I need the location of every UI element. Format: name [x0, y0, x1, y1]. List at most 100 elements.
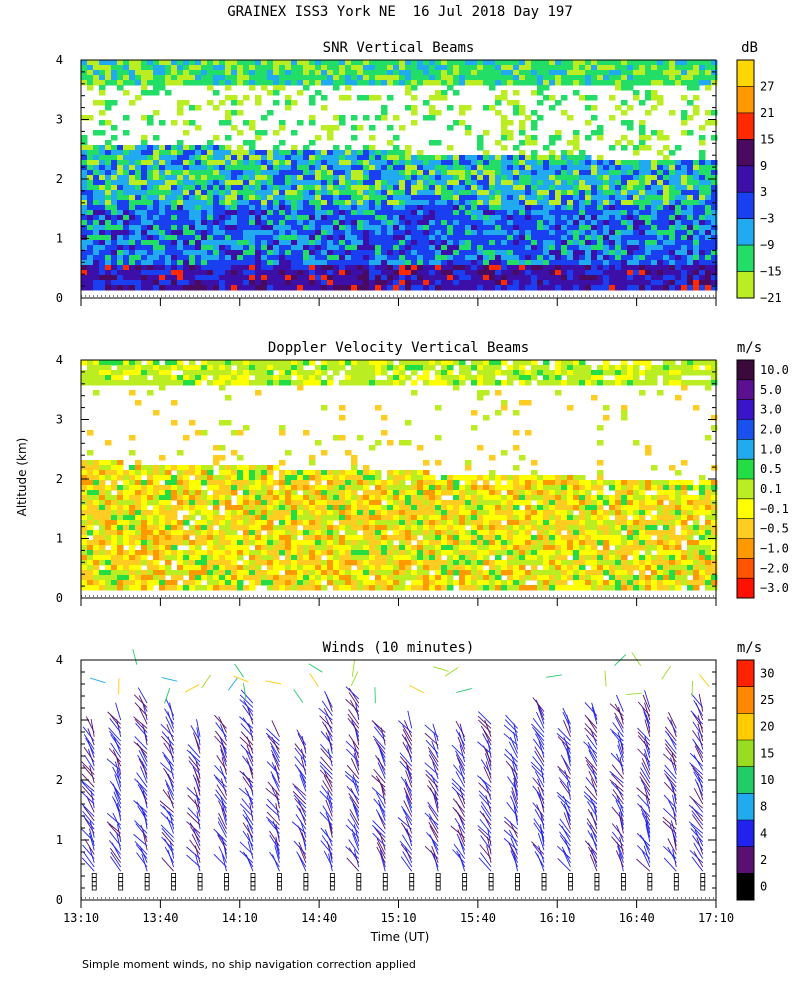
wind-barb [293, 689, 304, 703]
wind-barb [482, 733, 492, 750]
wind-barb [240, 731, 254, 746]
wind-barb [83, 852, 95, 868]
wind-barb [171, 877, 177, 882]
wind-barb [327, 790, 333, 809]
wind-barb [588, 749, 598, 767]
wind-barb [692, 730, 704, 746]
wind-barb [614, 712, 624, 729]
wind-barb [189, 822, 201, 838]
wind-barb [433, 731, 439, 750]
wind-barb [240, 689, 254, 704]
wind-barb [455, 750, 466, 767]
wind-barb [563, 736, 571, 754]
colorbar-tick-label: 0.5 [760, 462, 782, 476]
wind-barb [246, 744, 254, 763]
wind-barb [556, 733, 571, 746]
wind-barb [298, 845, 307, 863]
wind-barb [224, 877, 229, 882]
wind-barb [488, 877, 494, 882]
wind-barb [221, 853, 227, 872]
y-tick-label: 4 [56, 653, 63, 667]
wind-barb [672, 794, 677, 813]
wind-barb [530, 761, 545, 775]
wind-barb [409, 685, 424, 694]
wind-barb [479, 844, 492, 859]
colorbar-swatch [737, 820, 754, 847]
wind-barb [504, 816, 518, 830]
wind-barb [197, 881, 203, 887]
wind-barb [692, 713, 704, 729]
wind-barb [88, 845, 95, 863]
wind-barb [584, 785, 598, 801]
wind-barb [617, 744, 624, 763]
wind-barb [86, 795, 95, 813]
wind-barb [293, 794, 307, 809]
wind-barb [194, 799, 201, 817]
wind-barb [510, 850, 518, 868]
wind-barb [541, 885, 547, 891]
wind-barb [114, 774, 122, 792]
wind-barb [666, 776, 677, 792]
wind-barb [451, 744, 465, 759]
wind-barb [688, 821, 704, 834]
wind-barb [81, 803, 95, 817]
wind-barb [201, 674, 212, 689]
wind-barb [327, 819, 333, 838]
wind-barb [584, 723, 598, 738]
wind-barb [562, 711, 571, 729]
wind-barb [644, 736, 651, 754]
wind-barb [506, 802, 518, 817]
wind-barb [321, 835, 333, 851]
wind-barb [405, 791, 413, 809]
wind-barb [508, 741, 518, 759]
wind-barb [118, 885, 124, 891]
wind-barb [637, 803, 651, 817]
wind-barb [326, 795, 333, 813]
wind-barb [583, 791, 598, 805]
wind-barb [620, 877, 626, 882]
wind-barb [513, 782, 519, 800]
wind-barb [477, 719, 492, 733]
colorbar-title: dB [741, 40, 758, 56]
wind-barb [191, 833, 201, 851]
wind-barb [374, 827, 386, 843]
wind-barb [345, 686, 360, 700]
wind-barb [165, 716, 175, 733]
colorbar-swatch [737, 538, 754, 559]
colorbar-tick-label: 30 [760, 666, 774, 680]
wind-barb [81, 781, 95, 796]
wind-barb [532, 802, 545, 817]
figure-title: GRAINEX ISS3 York NE 16 Jul 2018 Day 197 [227, 4, 573, 20]
wind-barb [404, 782, 413, 800]
wind-barb [171, 885, 177, 891]
y-tick-label: 0 [56, 893, 63, 907]
wind-barb [504, 719, 518, 733]
wind-barb [399, 760, 413, 775]
wind-barb [689, 795, 704, 809]
wind-barb [510, 795, 518, 813]
colorbar-tick-label: 27 [760, 79, 774, 93]
wind-barb [184, 684, 200, 693]
wind-barb [213, 853, 227, 868]
wind-barb [558, 777, 571, 792]
wind-barb [134, 702, 148, 717]
wind-barb [693, 771, 704, 788]
wind-barb [586, 763, 598, 780]
wind-barb [109, 831, 122, 847]
wind-barb [401, 734, 413, 750]
wind-barb [611, 831, 624, 847]
wind-barb [584, 756, 598, 771]
wind-barb [409, 873, 415, 878]
wind-barb [451, 778, 465, 792]
wind-barb [215, 730, 227, 746]
wind-barb [533, 822, 545, 838]
wind-barb [91, 881, 97, 887]
wind-barb [546, 674, 563, 678]
wind-barb [698, 693, 704, 712]
wind-barb [242, 705, 254, 721]
wind-barb [325, 812, 333, 830]
wind-barb [296, 729, 307, 746]
colorbar-tick-label: 20 [760, 720, 774, 734]
wind-barb [134, 778, 148, 792]
wind-barb [186, 749, 201, 763]
